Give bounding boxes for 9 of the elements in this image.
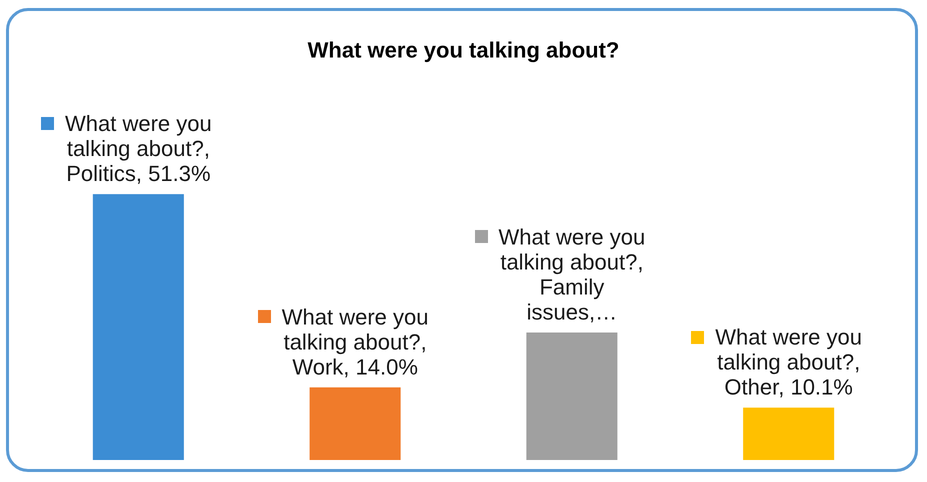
bar bbox=[92, 194, 184, 460]
bar bbox=[310, 387, 401, 460]
bar bbox=[743, 408, 834, 460]
data-label: What were you talking about?, Work, 14.0% bbox=[282, 304, 428, 380]
data-label: What were you talking about?, Politics, 51.3% bbox=[65, 111, 212, 186]
data-label: What were you talking about?, Family issues,… bbox=[498, 224, 646, 325]
chart-title: What were you talking about? bbox=[308, 37, 620, 62]
data-label: What were you talking about?, Other, 10.1% bbox=[715, 324, 862, 400]
bar bbox=[526, 332, 618, 460]
